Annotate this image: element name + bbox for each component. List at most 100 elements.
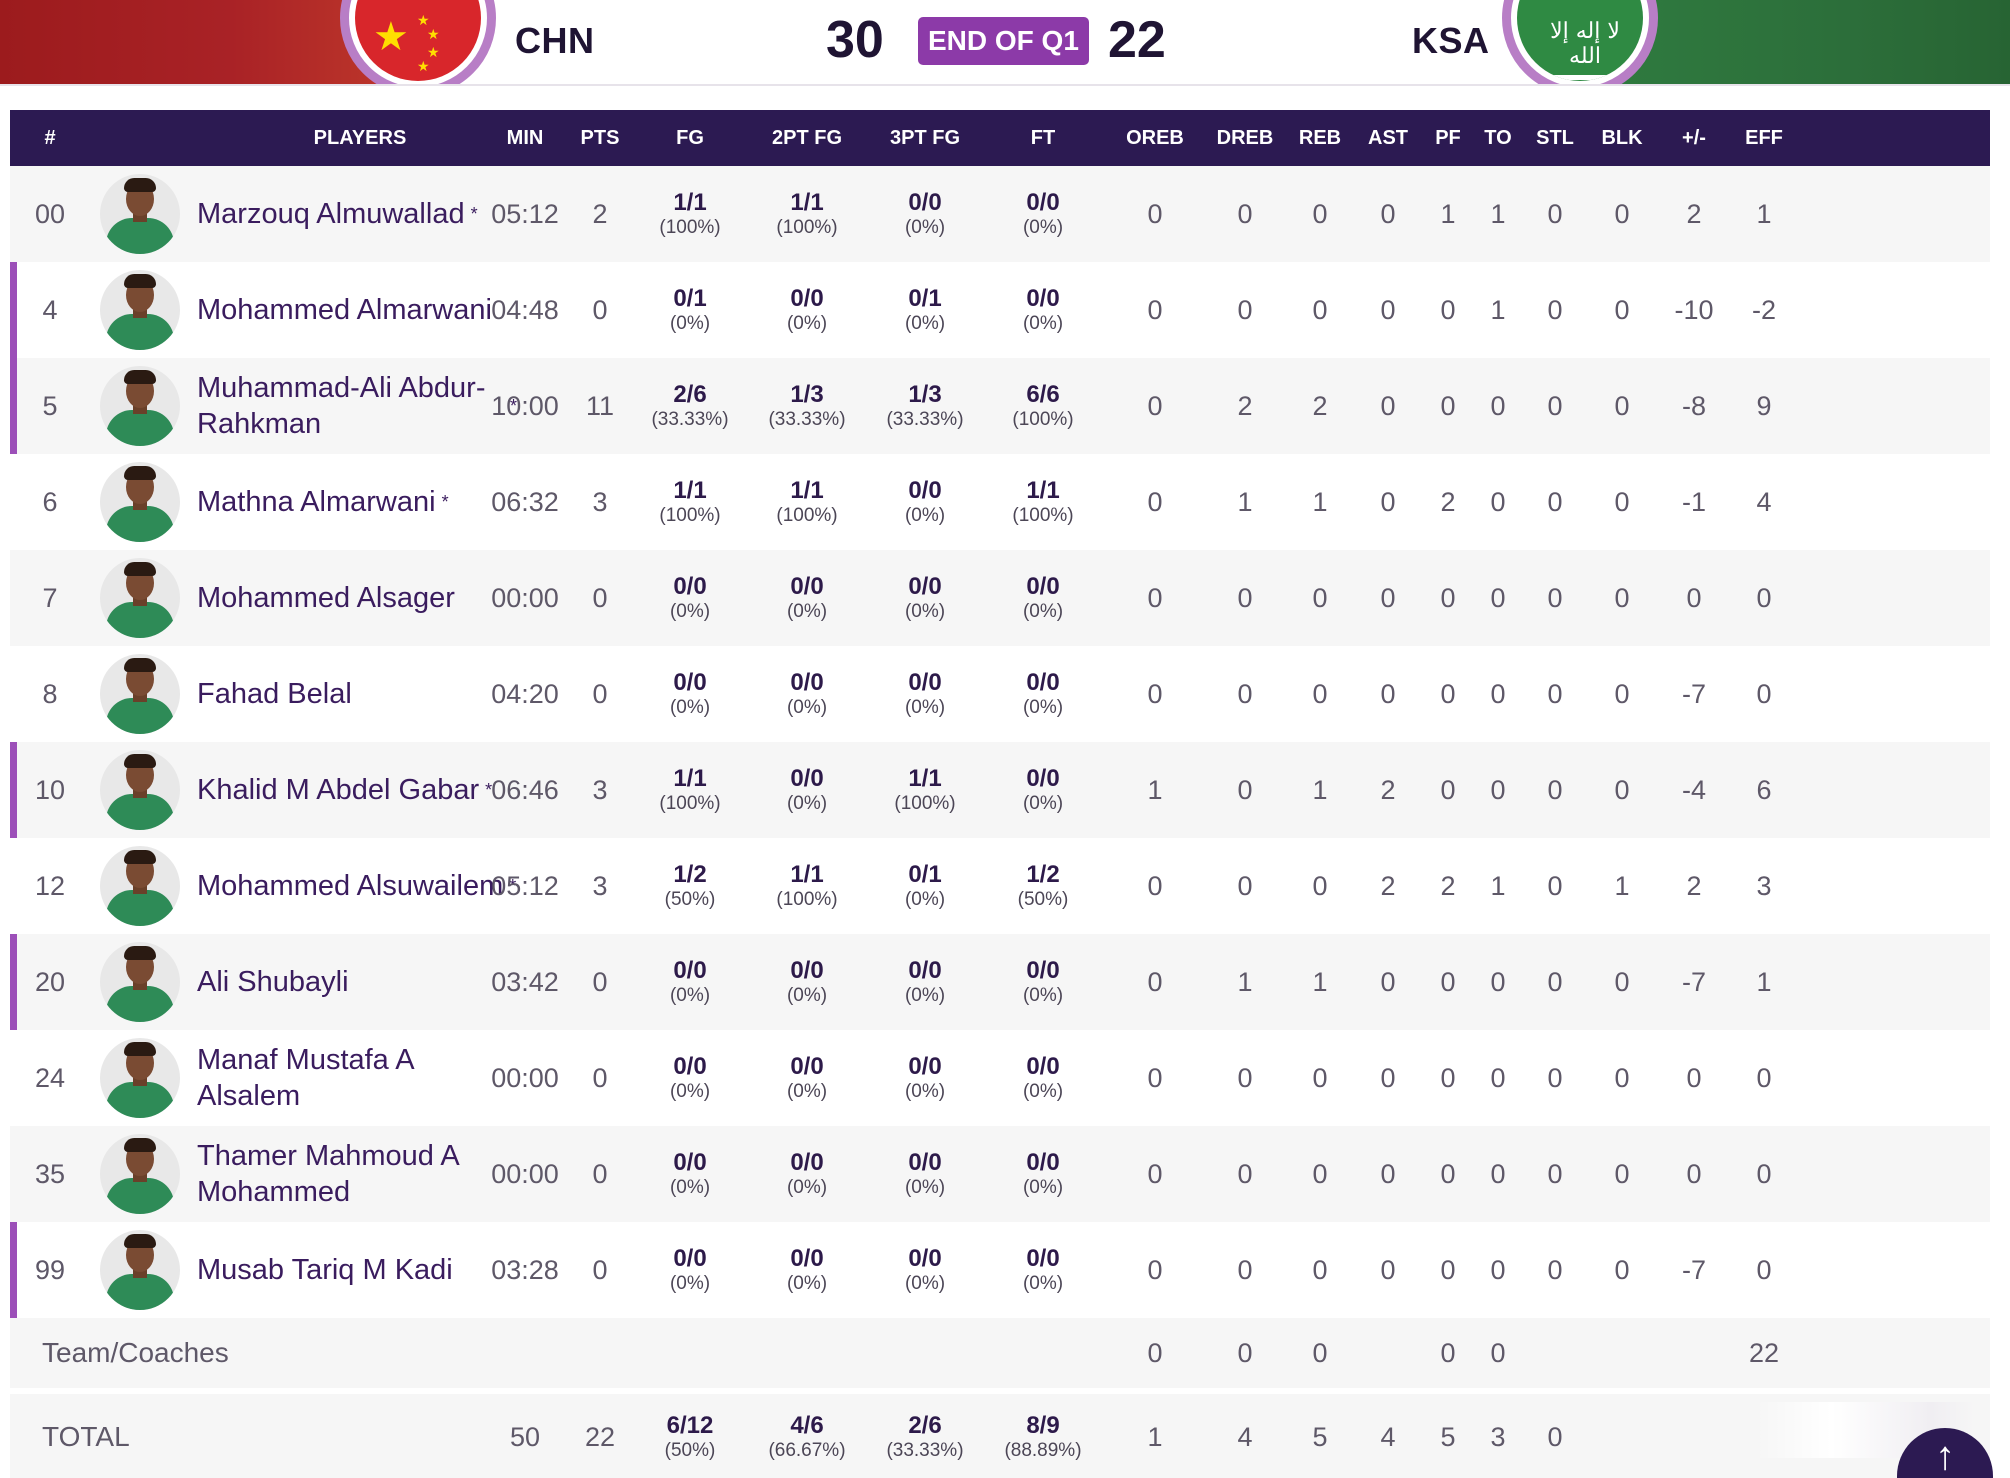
av-neck — [133, 1268, 147, 1278]
av-neck — [133, 308, 147, 318]
jersey-number: 35 — [34, 1158, 66, 1189]
stat-fg2: 1/1 (100%) — [752, 454, 862, 550]
column-header-num[interactable]: # — [44, 127, 56, 149]
player-name[interactable]: Manaf Mustafa A Alsalem — [197, 1030, 517, 1126]
column-header-pf[interactable]: PF — [1435, 127, 1461, 149]
stat-fg-made: 1/2 — [673, 861, 707, 888]
stat-pf: 0 — [1440, 966, 1456, 997]
stat-ft-made: 0/0 — [1026, 957, 1060, 984]
player-name-text[interactable]: Ali Shubayli — [197, 966, 349, 998]
av-hair — [124, 850, 156, 864]
table-row[interactable]: 5 Muhammad-Ali Abdur-Rahkman * 10:00 11 2/6 (3… — [10, 358, 1990, 454]
column-header-min[interactable]: MIN — [506, 127, 544, 149]
player-name[interactable]: Khalid M Abdel Gabar * — [197, 742, 517, 838]
column-header-pm[interactable]: +/- — [1682, 127, 1706, 149]
player-name[interactable]: Muhammad-Ali Abdur-Rahkman * — [197, 358, 517, 454]
table-row[interactable]: 7 Mohammed Alsager 00:00 0 0/0 (0%) 0/0 (0%) 0/0… — [10, 550, 1990, 646]
stat-ast: 0 — [1380, 966, 1396, 997]
table-row[interactable]: 6 Mathna Almarwani * 06:32 3 1/1 (100%) 1/1 (100… — [10, 454, 1990, 550]
column-header-ft[interactable]: FT — [1030, 127, 1056, 149]
stat-fg-made: 0/0 — [673, 669, 707, 696]
player-name[interactable]: Marzouq Almuwallad * — [197, 166, 517, 262]
player-name[interactable]: Musab Tariq M Kadi — [197, 1222, 517, 1318]
column-header-fg3[interactable]: 3PT FG — [889, 127, 960, 149]
table-row[interactable]: 00 Marzouq Almuwallad * 05:12 2 1/1 (100%) 1/1(… — [10, 166, 1990, 262]
stat-fg2-pct: (0%) — [786, 601, 828, 622]
stat-fg3-made: 0/0 — [908, 1245, 942, 1272]
table-row[interactable]: 20 Ali Shubayli 03:42 0 0/0 (0%) 0/0 (0%) 0/0 (0%… — [10, 934, 1990, 1030]
av-hair — [124, 370, 156, 384]
player-name-text[interactable]: Fahad Belal — [197, 678, 352, 710]
av-jersey — [106, 1274, 174, 1310]
stat-dreb: 0 — [1237, 870, 1253, 901]
column-header-dreb[interactable]: DREB — [1216, 127, 1274, 149]
stat-blk: 0 — [1614, 294, 1630, 325]
stat-eff: 0 — [1756, 678, 1772, 709]
stat-ast: 0 — [1380, 1254, 1396, 1285]
column-header-stl[interactable]: STL — [1536, 127, 1574, 149]
player-name-text[interactable]: Marzouq Almuwallad — [197, 198, 465, 230]
stat-fg3-pct: (0%) — [904, 985, 946, 1006]
flag-script: لا إله إلا الله — [1550, 19, 1621, 69]
stat-pts: 3 — [592, 870, 608, 901]
stat-fg3: 0/0 (0%) — [870, 166, 980, 262]
player-name[interactable]: Mohammed Almarwani — [197, 262, 517, 358]
stat-fg2-pct: (0%) — [786, 1081, 828, 1102]
stat-to: 0 — [1490, 1062, 1506, 1093]
column-header-pts[interactable]: PTS — [580, 127, 620, 149]
stat-ft-pct: (0%) — [1022, 217, 1064, 238]
av-hair — [124, 658, 156, 672]
player-name-text[interactable]: Khalid M Abdel Gabar — [197, 774, 480, 806]
player-name[interactable]: Ali Shubayli — [197, 934, 517, 1030]
table-row[interactable]: 24 Manaf Mustafa A Alsalem 00:00 0 0/0 (0%) 0/… — [10, 1030, 1990, 1126]
stat-reb: 1 — [1312, 774, 1328, 805]
stat-fg-made: 0/0 — [673, 573, 707, 600]
stat-oreb: 0 — [1147, 1062, 1163, 1093]
player-name[interactable]: Thamer Mahmoud A Mohammed — [197, 1126, 517, 1222]
player-name[interactable]: Mohammed Alsager — [197, 550, 517, 646]
stat-fg2-pct: (0%) — [786, 313, 828, 334]
total_row-pf: 5 — [1440, 1421, 1456, 1452]
ft-pct: (88.89%) — [1004, 1440, 1082, 1461]
player-name[interactable]: Mohammed Alsuwailem * — [197, 838, 517, 934]
table-row[interactable]: 12 Mohammed Alsuwailem * 05:12 3 1/2 (50%) 1/1(… — [10, 838, 1990, 934]
stat-fg2-pct: (100%) — [776, 889, 838, 910]
player-name-text[interactable]: Muhammad-Ali Abdur-Rahkman — [197, 372, 486, 440]
stat-ft-made: 0/0 — [1026, 189, 1060, 216]
player-name-text[interactable]: Thamer Mahmoud A Mohammed — [197, 1140, 459, 1208]
stat-to: 0 — [1490, 678, 1506, 709]
column-header-players[interactable]: PLAYERS — [313, 127, 407, 149]
player-name-text[interactable]: Mathna Almarwani — [197, 486, 436, 518]
stat-pts: 0 — [592, 1062, 608, 1093]
table-row[interactable]: 10 Khalid M Abdel Gabar * 06:46 3 1/1 (100%) 0/… — [10, 742, 1990, 838]
stat-oreb: 0 — [1147, 966, 1163, 997]
column-header-oreb[interactable]: OREB — [1126, 127, 1184, 149]
table-row[interactable]: 35 Thamer Mahmoud A Mohammed 00:00 0 0/0 (0%)… — [10, 1126, 1990, 1222]
column-header-eff[interactable]: EFF — [1745, 127, 1783, 149]
column-header-ast[interactable]: AST — [1368, 127, 1408, 149]
player-name-text[interactable]: Manaf Mustafa A Alsalem — [197, 1044, 414, 1112]
player-name-text[interactable]: Mohammed Almarwani — [197, 294, 492, 326]
stat-reb: 0 — [1312, 582, 1328, 613]
table-row[interactable]: 8 Fahad Belal 04:20 0 0/0 (0%) 0/0 (0%) 0/0 (0%) 0… — [10, 646, 1990, 742]
player-name[interactable]: Fahad Belal — [197, 646, 517, 742]
column-header-blk[interactable]: BLK — [1601, 127, 1643, 149]
stat-dreb: 0 — [1237, 678, 1253, 709]
home-score: 30 — [826, 11, 884, 69]
column-header-reb[interactable]: REB — [1298, 127, 1342, 149]
stat-min: 04:20 — [491, 678, 559, 709]
column-header-fg2[interactable]: 2PT FG — [771, 127, 842, 149]
column-header-to[interactable]: TO — [1484, 127, 1512, 149]
column-header-fg[interactable]: FG — [676, 127, 704, 149]
team-coaches-row: Team/Coaches 0 0 0 0 0 22 — [10, 1318, 1990, 1388]
player-name-text[interactable]: Mohammed Alsager — [197, 582, 455, 614]
table-row[interactable]: 4 Mohammed Almarwani 04:48 0 0/1 (0%) 0/0 (0%) 0… — [10, 262, 1990, 358]
stat-fg2-made: 1/3 — [790, 381, 824, 408]
player-name-text[interactable]: Musab Tariq M Kadi — [197, 1254, 453, 1286]
table-row[interactable]: 99 Musab Tariq M Kadi 03:28 0 0/0 (0%) 0/0 (0%)… — [10, 1222, 1990, 1318]
player-name-text[interactable]: Mohammed Alsuwailem — [197, 870, 504, 902]
player-name[interactable]: Mathna Almarwani * — [197, 454, 517, 550]
stat-to: 0 — [1490, 486, 1506, 517]
av-jersey — [106, 506, 174, 542]
stat-pts: 0 — [592, 582, 608, 613]
